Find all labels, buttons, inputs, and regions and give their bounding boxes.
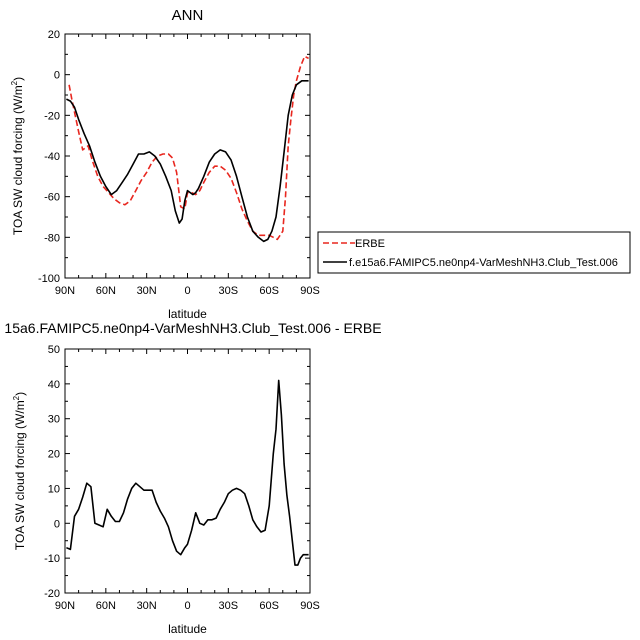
top-x-tick-label: 60N [96, 285, 116, 297]
top-x-tick-label: 0 [184, 285, 190, 297]
top-y-axis-label-main: TOA SW cloud forcing (W/m [11, 85, 25, 235]
bottom-y-tick-label: 0 [54, 518, 60, 530]
top-y-tick-label: -40 [44, 151, 60, 163]
bottom-y-axis-label-close: ) [13, 392, 27, 396]
bottom-y-tick-label: -20 [44, 588, 60, 600]
bottom-plot-frame [64, 348, 311, 594]
top-y-tick-label: 20 [48, 29, 60, 41]
top-y-tick-label: -60 [44, 192, 60, 204]
top-series-line-erbe [68, 55, 309, 241]
legend-erbe-label: ERBE [355, 238, 385, 250]
top-y-tick-label: -80 [44, 232, 60, 244]
bottom-x-axis-label: latitude [168, 622, 207, 636]
top-y-axis-label-close: ) [11, 77, 25, 81]
legend-box [317, 231, 631, 274]
top-y-tick-label: -20 [44, 110, 60, 122]
bottom-x-tick-label: 30N [137, 600, 157, 612]
bottom-y-axis-label: TOA SW cloud forcing (W/m2) [12, 392, 27, 550]
bottom-y-tick-label: 20 [48, 449, 60, 461]
bottom-plot-area: 90N 60N 30N 0 30S 60S 90S 50 40 30 20 10 0 -10 -20 [44, 344, 320, 612]
bottom-series-line-difference [66, 379, 309, 566]
top-plot-area: 90N 60N 30N 0 30S 60S 90S 20 0 -20 -40 -60 -80 -100 [38, 29, 320, 297]
bottom-x-tick-label: 90S [300, 600, 320, 612]
top-chart-title: ANN [172, 7, 204, 24]
bottom-x-tick-label: 60N [96, 600, 116, 612]
bottom-y-axis-label-superscript: 2 [12, 395, 21, 400]
top-y-axis-label-superscript: 2 [10, 80, 19, 85]
bottom-y-tick-label: 40 [48, 379, 60, 391]
top-chart: ANN 90N 60N 30N 0 30S 60S 90S 20 0 -20 -40 -60 -80 -1… [10, 7, 320, 321]
top-series-line-f [66, 80, 309, 243]
top-x-tick-label: 30S [219, 285, 239, 297]
top-y-axis-label: TOA SW cloud forcing (W/m2) [10, 77, 25, 235]
bottom-y-axis-label-main: TOA SW cloud forcing (W/m [13, 400, 27, 550]
bottom-chart: 15a6.FAMIPC5.ne0np4-VarMeshNH3.Club_Test… [4, 320, 381, 636]
top-x-axis-label: latitude [168, 307, 207, 321]
bottom-x-tick-label: 90N [55, 600, 75, 612]
bottom-x-tick-label: 60S [259, 600, 279, 612]
top-y-tick-label: -100 [38, 273, 60, 285]
top-x-tick-label: 30N [137, 285, 157, 297]
top-x-tick-label: 60S [259, 285, 279, 297]
top-plot-frame [64, 33, 311, 279]
legend-model-label: f.e15a6.FAMIPC5.ne0np4-VarMeshNH3.Club_T… [349, 257, 618, 269]
bottom-y-tick-label: -10 [44, 553, 60, 565]
top-y-tick-label: 0 [54, 70, 60, 82]
bottom-y-tick-label: 10 [48, 483, 60, 495]
bottom-chart-title: 15a6.FAMIPC5.ne0np4-VarMeshNH3.Club_Test… [4, 320, 381, 336]
bottom-x-tick-label: 30S [219, 600, 239, 612]
top-x-tick-label: 90S [300, 285, 320, 297]
bottom-y-tick-label: 30 [48, 414, 60, 426]
top-x-tick-label: 90N [55, 285, 75, 297]
bottom-y-tick-label: 50 [48, 344, 60, 356]
bottom-x-tick-label: 0 [184, 600, 190, 612]
legend: ERBE f.e15a6.FAMIPC5.ne0np4-VarMeshNH3.C… [317, 231, 631, 274]
